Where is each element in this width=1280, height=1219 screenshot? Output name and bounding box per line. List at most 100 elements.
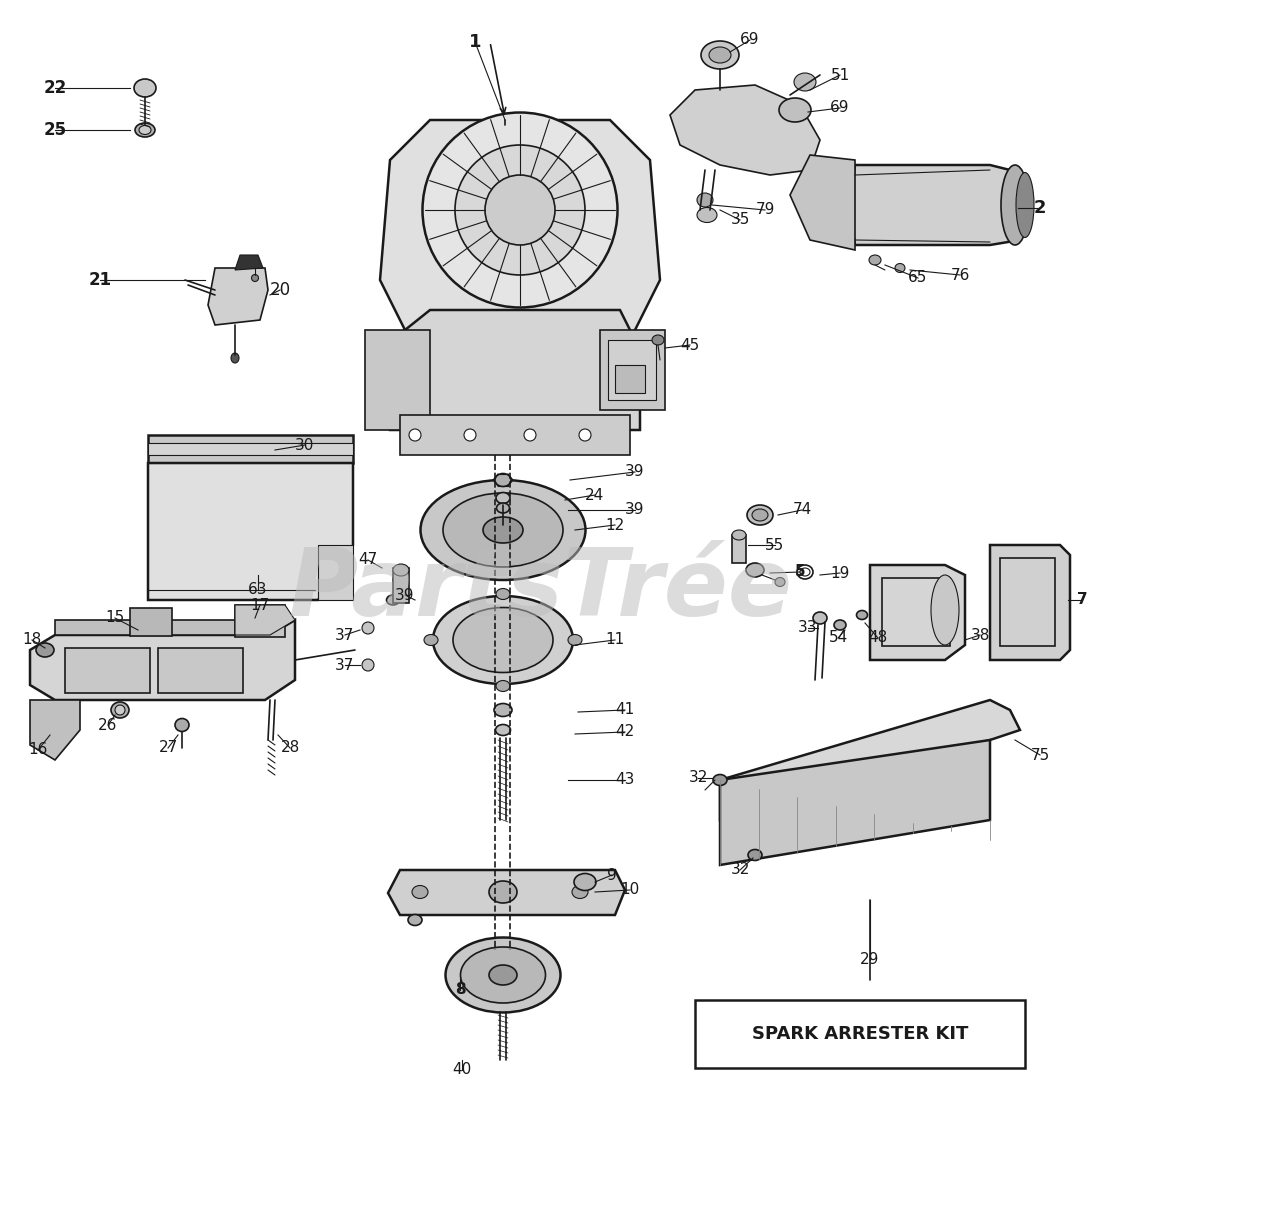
Ellipse shape	[895, 263, 905, 273]
Ellipse shape	[713, 774, 727, 785]
Text: 37: 37	[335, 657, 355, 673]
Polygon shape	[29, 620, 294, 700]
Ellipse shape	[774, 578, 785, 586]
Bar	[157, 649, 243, 692]
Ellipse shape	[362, 659, 374, 670]
Ellipse shape	[753, 510, 768, 521]
Ellipse shape	[489, 881, 517, 903]
Ellipse shape	[856, 611, 868, 619]
Bar	[600, 330, 666, 410]
Polygon shape	[148, 463, 353, 600]
Polygon shape	[236, 255, 262, 269]
Ellipse shape	[869, 255, 881, 265]
Text: 17: 17	[251, 597, 270, 612]
Text: 37: 37	[335, 628, 355, 642]
Ellipse shape	[698, 207, 717, 223]
Ellipse shape	[931, 575, 959, 645]
Ellipse shape	[230, 354, 239, 363]
Ellipse shape	[748, 505, 773, 525]
Ellipse shape	[461, 947, 545, 1003]
Ellipse shape	[408, 914, 422, 925]
Text: 9: 9	[607, 868, 617, 883]
Text: 43: 43	[616, 773, 635, 787]
Text: 33: 33	[799, 620, 818, 635]
Text: 8: 8	[454, 983, 466, 997]
Text: 75: 75	[1030, 747, 1050, 763]
Bar	[148, 442, 353, 455]
Ellipse shape	[445, 937, 561, 1013]
Bar	[393, 568, 410, 603]
Ellipse shape	[732, 530, 746, 540]
Ellipse shape	[780, 98, 812, 122]
Ellipse shape	[465, 429, 476, 441]
Ellipse shape	[1016, 173, 1034, 238]
Text: 20: 20	[269, 282, 291, 299]
Text: 29: 29	[860, 952, 879, 968]
Ellipse shape	[362, 622, 374, 634]
Text: 19: 19	[831, 566, 850, 580]
Ellipse shape	[497, 680, 509, 691]
Text: 27: 27	[159, 740, 178, 756]
Text: PartsTrée: PartsTrée	[288, 544, 792, 636]
Text: 1: 1	[468, 33, 481, 51]
Text: 42: 42	[616, 724, 635, 740]
Text: 39: 39	[396, 588, 415, 602]
Ellipse shape	[497, 589, 509, 600]
Ellipse shape	[36, 642, 54, 657]
Ellipse shape	[453, 607, 553, 673]
Polygon shape	[388, 870, 625, 915]
Text: 39: 39	[625, 502, 645, 518]
Polygon shape	[790, 155, 855, 250]
Ellipse shape	[568, 635, 582, 646]
Text: 26: 26	[99, 718, 118, 733]
Ellipse shape	[489, 965, 517, 985]
Text: 32: 32	[689, 770, 708, 785]
Text: 2: 2	[1034, 199, 1046, 217]
Text: 55: 55	[765, 538, 785, 552]
Text: 35: 35	[731, 212, 750, 228]
Ellipse shape	[701, 41, 739, 69]
Ellipse shape	[485, 176, 556, 245]
Text: 65: 65	[909, 271, 928, 285]
Text: 24: 24	[585, 488, 604, 502]
Text: 40: 40	[452, 1063, 471, 1078]
Ellipse shape	[794, 73, 817, 91]
Text: 38: 38	[970, 628, 989, 642]
Ellipse shape	[495, 724, 511, 735]
Polygon shape	[719, 700, 1020, 820]
Ellipse shape	[748, 850, 762, 861]
Ellipse shape	[410, 429, 421, 441]
Polygon shape	[870, 564, 965, 659]
Text: 7: 7	[1076, 592, 1087, 607]
Ellipse shape	[494, 703, 512, 717]
Ellipse shape	[175, 718, 189, 731]
Ellipse shape	[134, 79, 156, 98]
Polygon shape	[380, 119, 660, 360]
Ellipse shape	[524, 429, 536, 441]
Polygon shape	[380, 310, 640, 430]
Ellipse shape	[454, 145, 585, 275]
Bar	[1000, 558, 1055, 646]
Text: 28: 28	[280, 740, 300, 756]
Ellipse shape	[422, 112, 617, 307]
Bar	[148, 435, 353, 463]
Ellipse shape	[483, 517, 524, 542]
Text: 30: 30	[296, 438, 315, 452]
Text: 22: 22	[44, 79, 67, 98]
Bar	[131, 608, 172, 636]
Polygon shape	[669, 85, 820, 176]
Ellipse shape	[134, 123, 155, 137]
Text: 48: 48	[868, 630, 887, 646]
Polygon shape	[989, 545, 1070, 659]
Ellipse shape	[495, 473, 511, 486]
Text: 16: 16	[28, 742, 47, 757]
Ellipse shape	[497, 503, 509, 513]
Text: 41: 41	[616, 702, 635, 718]
Text: 11: 11	[605, 633, 625, 647]
Bar	[365, 330, 430, 430]
Text: 10: 10	[621, 883, 640, 897]
Ellipse shape	[421, 480, 585, 580]
Text: 21: 21	[88, 271, 111, 289]
Ellipse shape	[393, 564, 410, 577]
Bar	[608, 340, 657, 400]
